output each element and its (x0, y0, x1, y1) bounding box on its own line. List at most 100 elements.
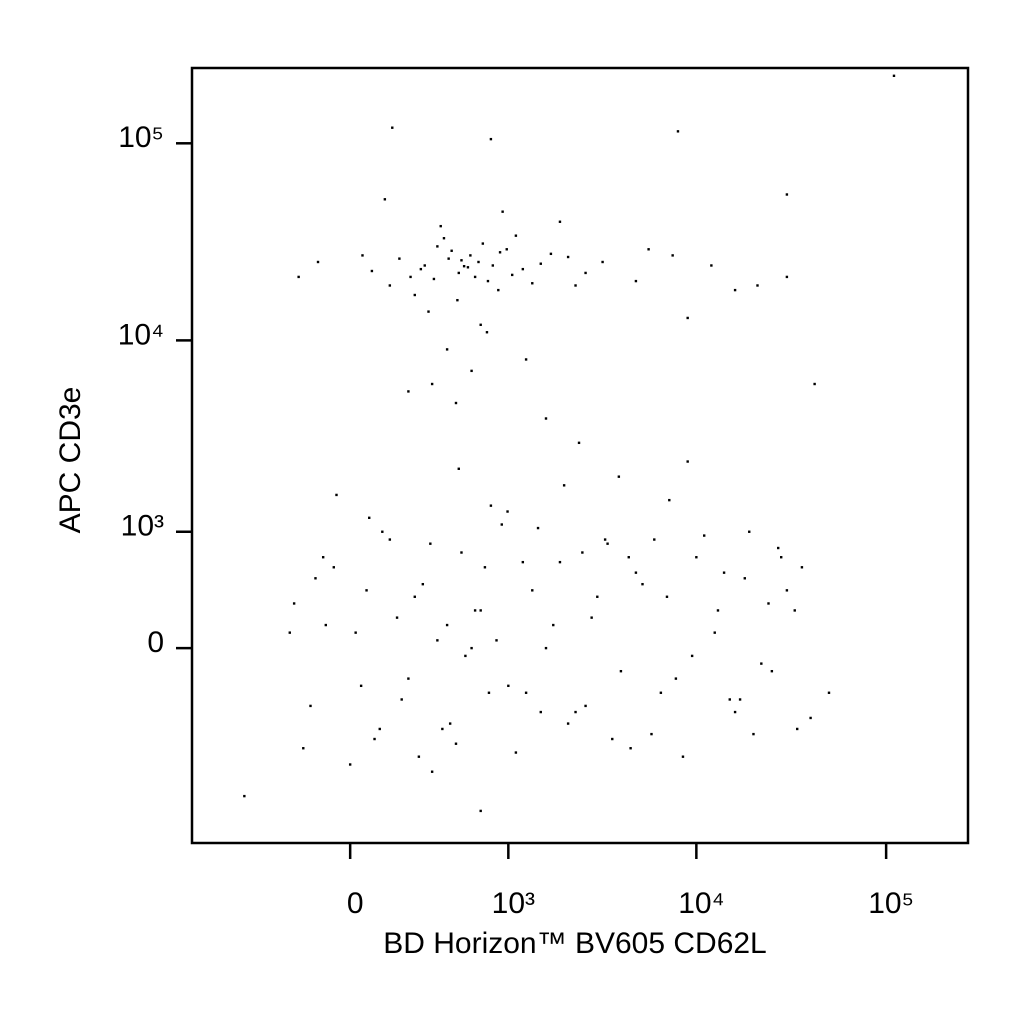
event-dot (314, 577, 317, 580)
event-dot (430, 770, 434, 773)
event-dot (549, 252, 553, 256)
y-tick-label: 10³ (121, 510, 164, 543)
event-dot (785, 275, 789, 279)
event-dot (473, 275, 477, 279)
event-dot (417, 755, 421, 758)
event-dot (659, 691, 663, 694)
event-dot (302, 747, 305, 750)
y-tick-label: 0 (147, 626, 164, 659)
event-dot (324, 623, 327, 627)
event-dot (665, 595, 669, 598)
event-dot (470, 646, 473, 650)
event-dot (335, 493, 338, 497)
event-dot (391, 126, 394, 129)
event-dot (388, 538, 392, 541)
event-dot (577, 441, 581, 445)
event-dot (388, 284, 392, 287)
event-dot (407, 677, 410, 680)
event-dot (479, 809, 482, 813)
event-dot (370, 269, 374, 273)
event-dot (495, 639, 498, 642)
event-dot (552, 623, 555, 627)
event-dot (381, 530, 384, 533)
event-dot (510, 273, 514, 277)
event-dot (743, 577, 746, 580)
event-dot (445, 623, 449, 627)
event-dot (395, 616, 399, 619)
event-dot (574, 710, 577, 714)
event-dot (733, 288, 737, 292)
event-dot (536, 526, 540, 530)
event-dot (292, 602, 296, 605)
event-dot (243, 794, 246, 798)
event-dot (464, 654, 467, 658)
event-dot (500, 523, 503, 526)
event-dot (365, 589, 368, 592)
event-dot (479, 609, 482, 612)
event-dot (524, 358, 528, 361)
event-dot (460, 551, 463, 554)
event-dot (566, 255, 570, 259)
event-dot (309, 704, 312, 708)
x-tick-label: 10⁵ (868, 887, 914, 920)
event-dot (521, 560, 525, 564)
event-dot (728, 698, 731, 701)
event-dot (368, 516, 371, 520)
event-dot (439, 224, 442, 228)
event-dot (432, 277, 436, 281)
event-dot (566, 722, 570, 725)
event-dot (501, 210, 504, 213)
event-dot (442, 237, 446, 240)
event-dot (413, 293, 416, 297)
event-dot (634, 279, 638, 283)
event-dot (892, 74, 896, 78)
event-dot (650, 732, 653, 736)
event-dot (423, 264, 426, 267)
event-dot (479, 323, 482, 326)
event-dot (690, 654, 694, 658)
event-dot (383, 198, 387, 201)
event-dot (436, 639, 439, 642)
event-dot (447, 257, 450, 260)
event-dot (448, 722, 452, 725)
event-dot (514, 234, 518, 237)
event-dot (457, 467, 460, 470)
event-dot (361, 254, 364, 257)
event-dot (703, 534, 706, 537)
event-dot (419, 267, 423, 271)
event-dot (445, 348, 449, 351)
event-dot (767, 602, 770, 605)
event-dot (581, 551, 584, 554)
event-dot (785, 193, 789, 196)
event-dot (498, 251, 502, 254)
event-dot (477, 260, 480, 264)
event-dot (793, 609, 796, 612)
y-axis-title: APC CD3e (54, 387, 87, 534)
event-dot (671, 254, 674, 257)
x-axis-title: BD Horizon™ BV605 CD62L (383, 927, 767, 960)
event-dot (695, 556, 698, 559)
y-tick-label: 10⁴ (118, 318, 164, 351)
event-dot (710, 264, 713, 267)
event-dot (427, 310, 430, 313)
event-dot (539, 262, 542, 265)
event-dot (738, 698, 742, 701)
event-dot (481, 242, 485, 245)
event-dot (497, 288, 500, 292)
event-dot (641, 582, 644, 586)
event-dot (584, 271, 587, 275)
event-dot (413, 595, 416, 598)
event-dot (483, 566, 487, 569)
event-dot (780, 556, 783, 559)
event-dot (760, 662, 763, 665)
event-dot (544, 646, 548, 650)
event-dot (603, 538, 607, 541)
event-dot (558, 560, 562, 564)
event-dot (321, 556, 325, 559)
event-dot (756, 284, 759, 287)
event-dot (506, 510, 509, 513)
event-dot (827, 691, 831, 694)
event-dot (558, 220, 562, 223)
